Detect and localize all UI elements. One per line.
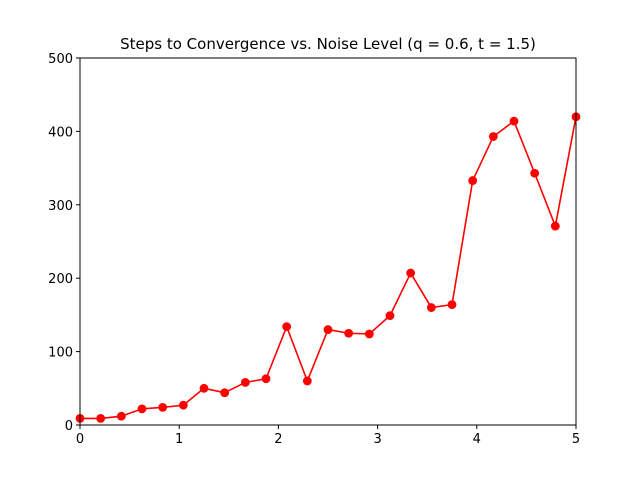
data-point — [261, 374, 271, 384]
data-point — [488, 132, 498, 141]
data-point — [96, 413, 106, 423]
data-point — [178, 400, 188, 410]
y-axis: 0 100 200 300 400 500 — [48, 52, 80, 434]
x-axis: 0 1 2 3 4 5 — [76, 425, 580, 447]
data-point — [364, 329, 374, 339]
data-point — [509, 116, 519, 126]
y-tick-label: 300 — [48, 199, 73, 214]
axes-frame — [79, 57, 577, 426]
chart-title: Steps to Convergence vs. Noise Level (q … — [120, 35, 536, 53]
x-tick-label: 5 — [572, 432, 580, 447]
x-tick-label: 4 — [473, 432, 481, 447]
data-point — [199, 383, 209, 393]
data-point — [323, 325, 333, 334]
data-point — [240, 378, 250, 387]
y-tick-label: 500 — [48, 52, 73, 67]
y-tick-label: 400 — [48, 125, 73, 140]
x-tick-label: 0 — [76, 432, 84, 447]
data-point — [468, 176, 478, 185]
data-point — [550, 221, 560, 231]
y-tick-label: 200 — [48, 272, 73, 287]
data-point — [116, 411, 126, 421]
data-point — [302, 376, 312, 386]
data-point — [220, 388, 230, 398]
data-point — [344, 328, 354, 338]
plot-area — [75, 112, 581, 423]
data-point — [158, 402, 168, 412]
data-point — [385, 311, 395, 321]
series-line — [80, 116, 577, 420]
y-tick-label: 100 — [48, 346, 73, 361]
data-point — [426, 303, 436, 312]
x-tick-label: 3 — [373, 432, 381, 447]
x-tick-label: 1 — [175, 432, 183, 447]
x-tick-label: 2 — [274, 432, 282, 447]
y-tick-label: 0 — [65, 419, 73, 434]
data-point — [137, 404, 147, 414]
data-point — [530, 168, 540, 178]
data-point — [406, 268, 416, 278]
data-point — [447, 300, 457, 310]
data-point — [282, 322, 292, 332]
